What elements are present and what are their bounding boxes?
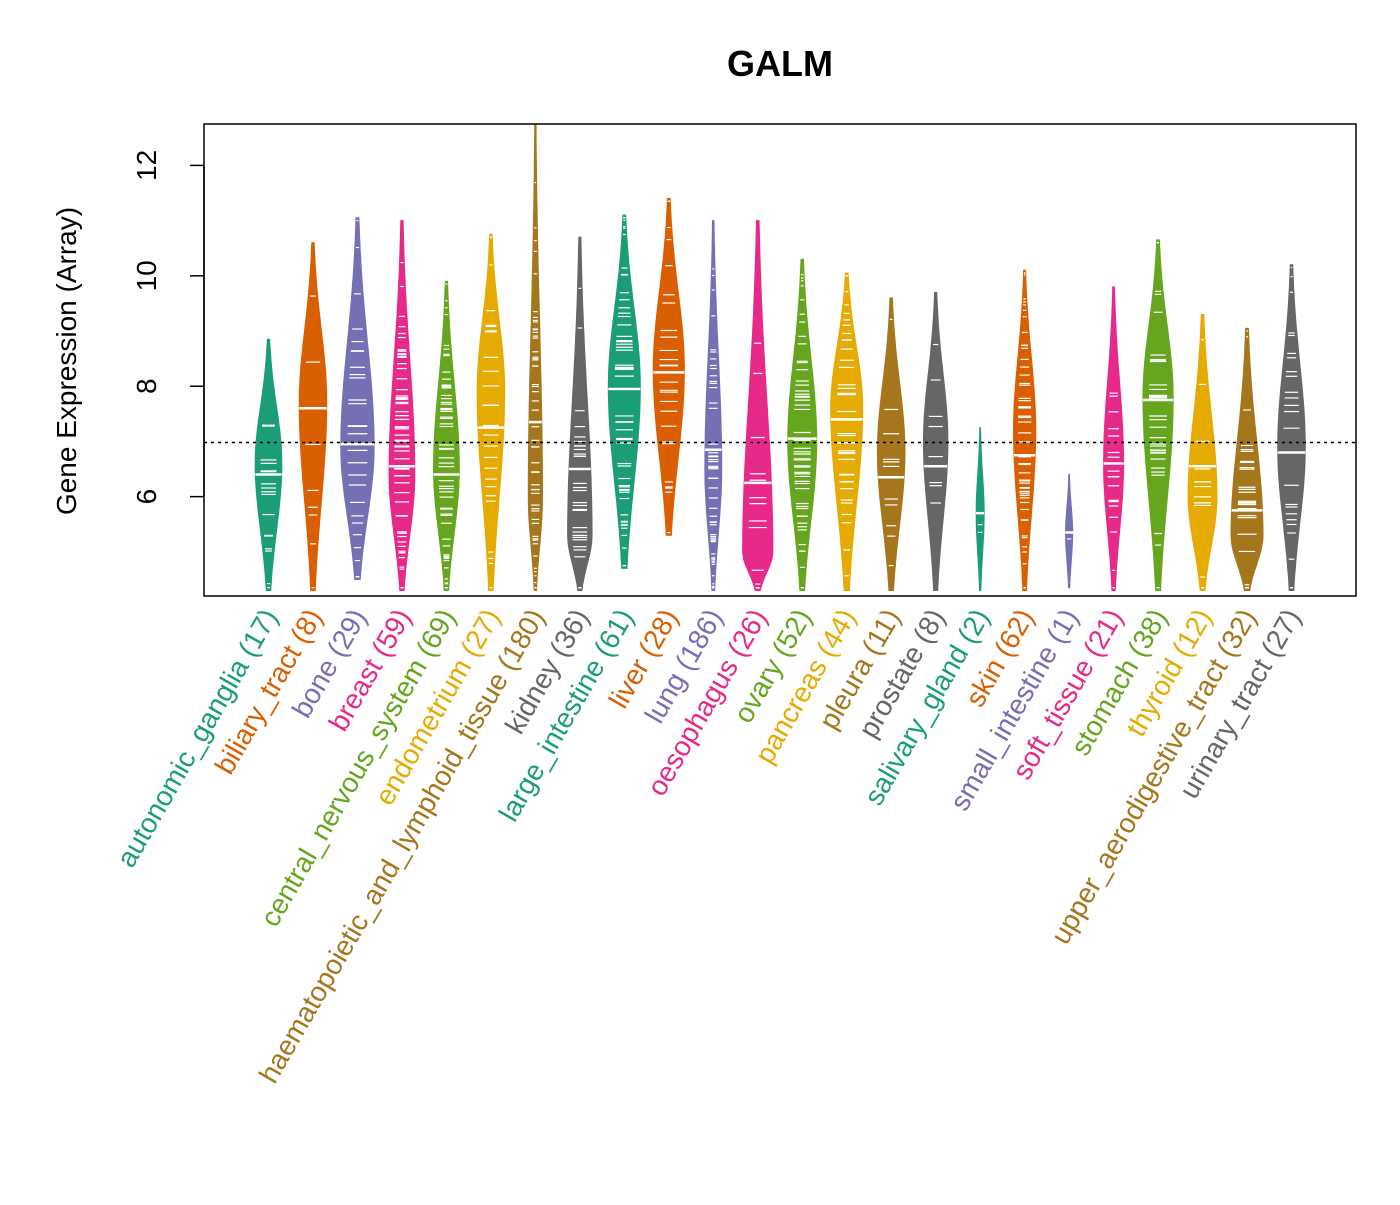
violin-body	[1103, 286, 1125, 592]
violin-bone	[340, 217, 375, 580]
violin-oesophagus	[742, 220, 774, 592]
violin-series	[254, 123, 1306, 592]
violin-breast	[388, 220, 416, 592]
violin-body	[1142, 239, 1174, 592]
violin-upper_aerodigestive_tract	[1230, 327, 1264, 592]
violin-body	[1013, 269, 1037, 592]
violin-small_intestine	[1065, 473, 1074, 589]
violin-biliary_tract	[298, 242, 328, 592]
violin-body	[340, 217, 375, 580]
violin-body	[1187, 313, 1218, 592]
violin-ovary	[787, 258, 818, 592]
violin-lung	[704, 220, 723, 592]
violin-urinary_tract	[1277, 264, 1306, 592]
y-axis: 6 8 10 12	[131, 150, 205, 505]
violin-body	[975, 427, 985, 592]
violin-body	[830, 272, 864, 592]
x-axis-labels: autonomic_ganglia (17)biliary_tract (8)b…	[111, 604, 1307, 1089]
violin-kidney	[567, 236, 593, 592]
violin-central_nervous_system	[433, 280, 460, 592]
violin-body	[742, 220, 774, 592]
violin-liver	[652, 197, 685, 536]
chart-title: GALM	[727, 43, 833, 84]
violin-pleura	[876, 297, 906, 592]
violin-endometrium	[476, 233, 506, 592]
violin-large_intestine	[607, 214, 641, 569]
violin-soft_tissue	[1103, 286, 1125, 592]
violin-autonomic_ganglia	[254, 338, 283, 592]
violin-body	[298, 242, 328, 592]
violin-body	[1065, 473, 1074, 589]
violin-body	[652, 197, 685, 536]
violin-body	[433, 280, 460, 592]
violin-haematopoietic_and_lymphoid_tissue	[527, 123, 543, 592]
violin-body	[476, 233, 506, 592]
x-tick-label: liver (28)	[603, 604, 684, 714]
violin-body	[787, 258, 818, 592]
y-axis-label: Gene Expression (Array)	[51, 207, 82, 515]
violin-thyroid	[1187, 313, 1218, 592]
violin-salivary_gland	[975, 427, 985, 592]
violin-body	[388, 220, 416, 592]
violin-body	[1230, 327, 1264, 592]
violin-pancreas	[830, 272, 864, 592]
y-tick-label: 8	[131, 378, 162, 394]
violin-body	[922, 291, 949, 592]
violin-body	[254, 338, 283, 592]
violin-skin	[1013, 269, 1037, 592]
violin-prostate	[922, 291, 949, 592]
y-tick-label: 10	[131, 260, 162, 291]
y-tick-label: 12	[131, 150, 162, 181]
violin-body	[876, 297, 906, 592]
violin-stomach	[1142, 239, 1174, 592]
violin-body	[607, 214, 641, 569]
y-tick-label: 6	[131, 489, 162, 505]
plot-frame	[203, 123, 1357, 597]
category-count: (27)	[1251, 604, 1307, 669]
